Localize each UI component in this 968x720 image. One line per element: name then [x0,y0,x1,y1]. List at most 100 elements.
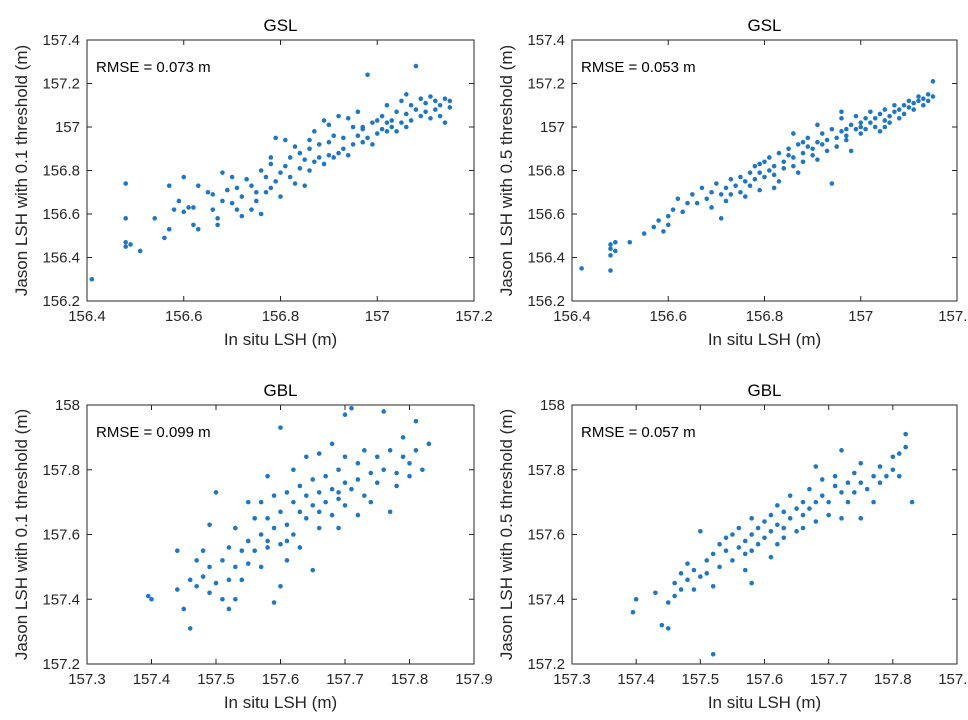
panel-title: GBL [263,381,297,400]
data-point [175,548,180,553]
data-point [407,460,412,466]
data-point [704,571,710,576]
data-point [903,444,908,450]
data-point [245,499,251,505]
data-point [210,207,216,212]
data-point [329,441,335,447]
data-point [187,626,193,631]
y-axis-label: Jason LSH with 0.1 threshold (m) [12,409,31,660]
data-point [858,480,864,486]
data-point [877,480,883,486]
y-tick-label: 158 [55,397,80,414]
data-point [283,137,288,143]
data-point [297,150,303,156]
data-point [853,126,859,132]
data-point [387,509,393,515]
x-tick-label: 157.8 [874,671,912,688]
data-point [834,144,839,149]
axes-frame [86,404,475,665]
data-point [709,205,714,210]
data-point [755,541,761,547]
data-point [678,571,684,576]
y-tick-label: 156.8 [527,163,565,180]
data-point [608,246,613,252]
data-point [685,561,690,566]
data-point [651,224,657,230]
data-point [641,231,647,236]
data-point [858,131,864,136]
data-point [775,541,780,547]
data-point [233,596,238,602]
data-point [362,448,367,453]
x-tick-label: 156.6 [649,308,687,325]
data-point [925,98,931,104]
y-tick-label: 157.6 [527,527,565,544]
data-point [800,512,806,518]
data-point [229,200,235,206]
data-point [848,148,854,154]
data-point [258,564,264,570]
data-point [670,207,676,212]
data-point [400,435,406,440]
y-tick-label: 157.6 [42,527,80,544]
data-point [245,538,251,544]
x-tick-label: 157.5 [197,671,235,688]
panel-title: GBL [747,381,781,400]
x-tick-label: 157.2 [455,308,493,325]
data-point [608,253,613,258]
data-point [200,574,206,579]
data-point [273,179,278,184]
data-point [858,460,864,466]
data-point [896,116,902,121]
data-point [800,499,806,505]
data-point [355,460,361,466]
data-point [852,470,857,476]
data-point [384,129,390,134]
data-point [718,216,724,221]
data-point [824,137,830,143]
data-point [698,528,703,534]
x-tick-label: 157.9 [455,671,493,688]
data-point [723,185,729,191]
data-point [672,593,677,599]
data-point [316,509,322,515]
data-point [195,226,201,232]
data-point [297,483,303,489]
y-tick-label: 157.4 [527,591,565,608]
y-tick-label: 156.6 [42,206,80,223]
data-point [381,409,387,414]
data-point [239,213,245,219]
data-point [368,470,374,476]
data-point [350,142,356,147]
data-point [323,473,328,479]
data-point [911,100,916,106]
data-point [278,425,283,430]
data-point [852,490,857,495]
y-tick-label: 156.4 [42,250,80,267]
data-point [249,207,254,212]
data-point [428,116,433,121]
data-point [186,205,191,210]
data-point [239,548,245,553]
x-tick-label: 157.5 [682,671,720,688]
data-point [379,126,385,132]
data-point [826,512,831,518]
data-point [839,116,844,121]
data-point [757,187,762,193]
data-point [832,483,838,489]
data-point [819,142,825,147]
x-axis-label: In situ LSH (m) [224,693,337,712]
data-point [742,551,748,557]
data-point [752,176,758,182]
data-point [233,525,238,531]
data-point [263,189,269,195]
data-point [437,102,443,108]
data-point [271,493,277,498]
data-point [749,516,754,521]
data-point [195,183,201,189]
data-point [863,116,868,121]
data-point [166,183,172,189]
data-point [326,122,332,128]
data-point [220,558,225,563]
data-point [810,146,815,152]
